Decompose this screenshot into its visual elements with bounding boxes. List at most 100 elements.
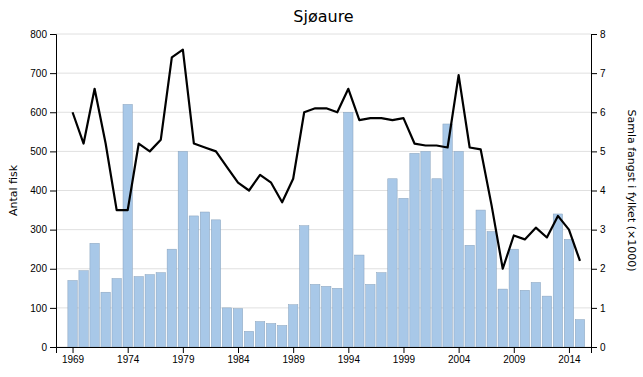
y-tick: 500	[30, 146, 56, 157]
bar	[366, 284, 375, 347]
grid-line	[56, 190, 591, 191]
y2-tick-label: 3	[600, 224, 606, 235]
y2-tick: 1	[591, 303, 606, 314]
x-tick: 1979	[172, 347, 195, 365]
y-tick: 400	[30, 185, 56, 196]
y2-axis-line	[592, 35, 598, 348]
x-tick: 1994	[338, 347, 361, 365]
bar	[355, 255, 364, 347]
grid-line	[56, 229, 591, 230]
bar	[410, 153, 419, 347]
y-tick-label: 800	[30, 29, 47, 40]
x-tick: 1974	[117, 347, 140, 365]
title: Sjøaure	[293, 7, 353, 26]
y2-tick: 8	[591, 29, 606, 40]
y2-tick: 6	[591, 107, 606, 118]
x-tick: 1969	[62, 347, 85, 365]
bar	[79, 271, 88, 347]
bar	[156, 273, 165, 347]
x-tick-mark	[73, 347, 74, 353]
y-tick: 0	[41, 342, 56, 353]
y2-tick: 5	[591, 146, 606, 157]
bar	[277, 325, 286, 347]
x-tick: 2009	[503, 347, 526, 365]
bar	[509, 249, 518, 347]
y2-tick-label: 5	[600, 146, 606, 157]
y2-tick-mark	[591, 269, 597, 270]
x-tick-label: 1994	[338, 354, 361, 365]
bar	[167, 249, 176, 347]
grid-line	[56, 112, 591, 113]
x-tick-label: 1989	[283, 354, 306, 365]
bar	[211, 220, 220, 347]
y-tick-mark	[50, 308, 56, 309]
y2-tick-mark	[591, 230, 597, 231]
x-tick-label: 1969	[62, 354, 85, 365]
y2-tick-mark	[591, 191, 597, 192]
x-tick-label: 2014	[558, 354, 581, 365]
plot-area	[68, 50, 585, 347]
bar	[333, 288, 342, 347]
bar	[288, 305, 297, 347]
y2-tick-mark	[591, 73, 597, 74]
x-tick-mark	[514, 347, 515, 353]
y-tick-label: 500	[30, 146, 47, 157]
x-tick-label: 2004	[448, 354, 471, 365]
bar	[255, 322, 264, 347]
x-tick-mark	[238, 347, 239, 353]
bar	[377, 273, 386, 347]
line	[73, 50, 580, 269]
bar	[123, 104, 132, 347]
y-tick: 800	[30, 29, 56, 40]
x-tick-label: 1979	[172, 354, 195, 365]
y-tick-mark	[50, 151, 56, 152]
grid-line	[56, 34, 591, 35]
x-tick: 1999	[393, 347, 416, 365]
x-tick-mark	[569, 347, 570, 353]
bar	[531, 282, 540, 347]
bar	[101, 292, 110, 347]
bar	[487, 232, 496, 347]
y-tick-label: 300	[30, 224, 47, 235]
bar	[421, 151, 430, 347]
y-tick-label: 200	[30, 263, 47, 274]
bar	[498, 289, 507, 347]
y-tick-mark	[50, 73, 56, 74]
y-tick: 700	[30, 68, 56, 79]
y-tick: 100	[30, 303, 56, 314]
bar	[443, 124, 452, 347]
y2-tick-mark	[591, 308, 597, 309]
bar	[388, 179, 397, 347]
y2-axis-title: Samla fangst i fylket (×1000)	[625, 110, 638, 272]
bar	[564, 239, 573, 347]
x-tick-mark	[403, 347, 404, 353]
y-tick: 300	[30, 224, 56, 235]
y2-tick-mark	[591, 112, 597, 113]
y-axis-title: Antal fisk	[7, 164, 20, 216]
x-tick-mark	[348, 347, 349, 353]
bar	[266, 324, 275, 347]
x-tick: 2014	[558, 347, 581, 365]
bar	[112, 279, 121, 347]
bar	[432, 179, 441, 347]
bar	[465, 245, 474, 347]
bar	[200, 212, 209, 347]
bar	[520, 290, 529, 347]
y2-tick-mark	[591, 347, 597, 348]
y-tick-mark	[50, 230, 56, 231]
bar	[454, 151, 463, 347]
y-axis-line	[50, 35, 57, 348]
y-tick-mark	[50, 34, 56, 35]
y2-tick-label: 1	[600, 303, 606, 314]
bar	[311, 284, 320, 347]
x-tick-label: 2009	[503, 354, 526, 365]
y2-tick: 2	[591, 263, 606, 274]
bar	[178, 151, 187, 347]
y2-tick-mark	[591, 34, 597, 35]
bar	[575, 320, 584, 347]
y-tick-label: 400	[30, 185, 47, 196]
x-axis: 1969197419791984198919941999200420092014	[57, 347, 592, 365]
y2-tick-label: 2	[600, 263, 606, 274]
bar	[553, 214, 562, 347]
bar	[68, 280, 77, 347]
